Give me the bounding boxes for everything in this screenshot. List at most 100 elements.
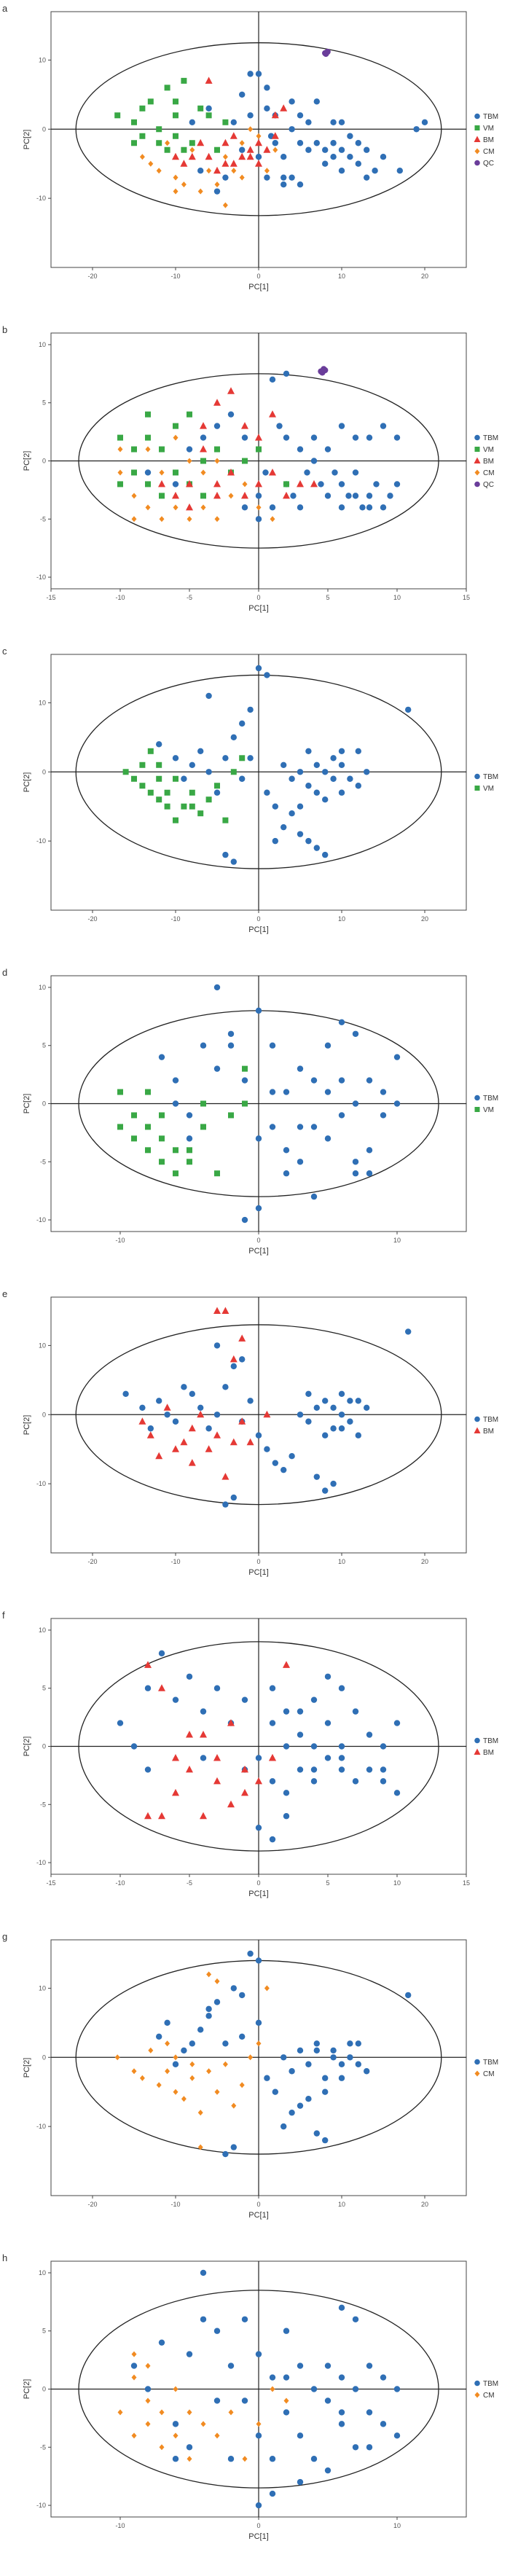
data-point-tbm [355, 2061, 361, 2067]
data-point-tbm [172, 1418, 179, 1425]
data-point-bm [310, 479, 318, 488]
data-point-cm [173, 174, 178, 181]
data-point-bm [246, 1438, 254, 1446]
data-point-tbm [297, 140, 304, 146]
data-point-cm [214, 181, 220, 188]
panel-label-c: c [2, 646, 7, 657]
data-point-vm [164, 85, 170, 91]
y-tick-label: -10 [36, 1859, 46, 1866]
data-point-tbm [387, 493, 393, 499]
data-point-tbm [352, 2386, 359, 2392]
data-point-tbm [297, 1124, 304, 1130]
data-point-tbm [322, 769, 329, 775]
data-point-tbm [313, 98, 320, 105]
data-point-tbm [239, 2033, 246, 2040]
legend-label-vm: VM [483, 125, 494, 133]
data-point-tbm [380, 154, 387, 160]
data-point-tbm [255, 1755, 262, 1761]
data-point-tbm [352, 1159, 359, 1165]
data-point-cm [214, 1978, 220, 1984]
data-point-vm [145, 1089, 151, 1095]
data-point-cm [159, 469, 165, 476]
data-point-tbm [352, 1778, 359, 1785]
data-point-cm [173, 2088, 178, 2095]
data-point-tbm [269, 1089, 276, 1095]
data-point-vm [147, 98, 154, 105]
data-point-bm [200, 422, 207, 429]
data-point-tbm [186, 1112, 193, 1119]
data-point-tbm [283, 1147, 290, 1154]
data-point-cm [187, 2409, 192, 2416]
x-tick-label: -5 [187, 1879, 192, 1887]
data-point-tbm [213, 984, 221, 991]
data-point-tbm [338, 1685, 345, 1691]
data-point-tbm [230, 1494, 237, 1501]
data-point-tbm [164, 2019, 170, 2027]
data-point-tbm [324, 493, 332, 499]
data-point-vm [283, 481, 289, 488]
legend-marker-cm [474, 148, 480, 154]
data-point-tbm [393, 2432, 401, 2439]
data-point-tbm [197, 1404, 204, 1411]
x-tick-label: -15 [46, 1879, 55, 1887]
y-tick-label: -10 [36, 1216, 46, 1224]
data-point-tbm [264, 789, 270, 796]
data-point-cm [189, 2075, 195, 2081]
data-point-tbm [380, 1112, 387, 1119]
data-point-tbm [366, 504, 373, 511]
data-point-tbm [227, 2456, 235, 2462]
data-point-tbm [130, 2362, 138, 2369]
x-tick-label: -10 [115, 1237, 125, 1244]
legend-marker-cm [474, 2392, 480, 2398]
data-point-tbm [355, 1398, 361, 1404]
data-point-bm [255, 434, 262, 441]
data-point-cm [270, 2386, 275, 2392]
data-point-tbm [205, 1425, 212, 1432]
pca-score-plot-c: -20 -10 0 10 20 -10 0 10 PC[1] PC[2] TBM VM [23, 654, 498, 934]
data-point-tbm [393, 2386, 401, 2392]
data-point-tbm [269, 1720, 276, 1726]
data-point-bm [213, 1431, 221, 1438]
data-point-vm [214, 446, 220, 453]
x-axis-label: PC[1] [248, 283, 269, 291]
data-point-tbm [310, 1766, 318, 1773]
data-point-tbm [241, 1077, 248, 1084]
x-tick-label: 0 [256, 2201, 260, 2208]
data-point-tbm [186, 446, 193, 453]
data-point-tbm [366, 1731, 373, 1738]
data-point-tbm [222, 1384, 229, 1390]
data-point-tbm [322, 1487, 329, 1494]
data-point-bm [213, 491, 221, 499]
legend-label-vm: VM [483, 785, 494, 793]
data-point-tbm [355, 160, 361, 167]
data-point-tbm [269, 376, 276, 383]
data-point-cm [145, 2362, 151, 2369]
data-point-bm [172, 1445, 179, 1452]
data-point-tbm [255, 2432, 262, 2439]
data-point-tbm [324, 2467, 332, 2474]
legend-marker-tbm [474, 113, 480, 120]
data-point-tbm [239, 1356, 246, 1363]
data-point-cm [214, 2432, 220, 2439]
data-point-tbm [239, 146, 246, 153]
x-tick-label: -10 [115, 594, 125, 601]
data-point-vm [173, 133, 178, 139]
data-point-tbm [264, 1446, 270, 1452]
data-point-tbm [289, 2068, 295, 2075]
y-tick-label: 0 [42, 458, 46, 465]
panel-label-d: d [2, 967, 8, 978]
data-point-cm [239, 174, 245, 181]
legend-marker-vm [474, 1107, 480, 1112]
data-point-tbm [213, 423, 221, 429]
x-tick-label: -20 [87, 2201, 97, 2208]
data-point-bm [230, 160, 238, 167]
data-point-tbm [310, 2456, 318, 2462]
data-point-vm [222, 119, 229, 125]
data-point-tbm [352, 469, 359, 476]
data-point-vm [200, 458, 206, 464]
data-point-vm [214, 1170, 220, 1177]
data-point-tbm [310, 1077, 318, 1084]
data-point-tbm [338, 2409, 345, 2416]
data-point-cm [256, 504, 262, 511]
data-point-tbm [338, 2075, 345, 2081]
